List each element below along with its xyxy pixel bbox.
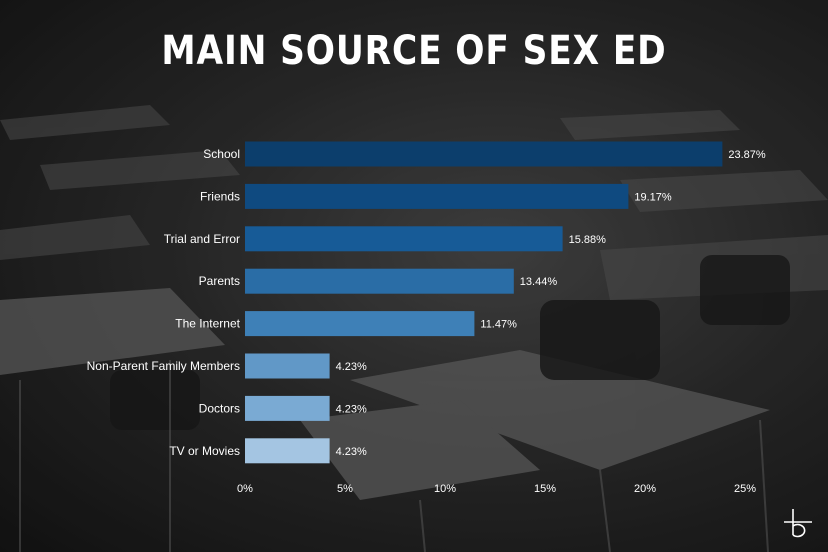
value-label: 13.44% [520,276,558,288]
x-tick-label: 0% [237,483,253,495]
value-label: 4.23% [336,446,367,458]
bar [245,183,629,209]
value-label: 4.23% [336,361,367,373]
category-label: Doctors [199,401,240,415]
x-tick-label: 20% [634,483,656,495]
category-label: Trial and Error [164,232,240,246]
x-tick-label: 25% [734,483,756,495]
category-label: School [203,147,240,161]
bar [245,311,475,337]
bar [245,353,330,379]
bar [245,141,723,167]
value-label: 19.17% [634,191,672,203]
chart-title: MAIN SOURCE OF SEX ED [161,28,667,74]
value-label: 15.88% [569,234,607,246]
x-tick-label: 5% [337,483,353,495]
category-label: Non-Parent Family Members [87,359,240,373]
category-label: Friends [200,189,240,203]
brand-b-logo-icon [784,509,812,538]
value-label: 11.47% [480,319,517,331]
category-label: TV or Movies [169,444,240,458]
bar [245,438,330,464]
category-label: Parents [199,274,240,288]
x-tick-label: 15% [534,483,556,495]
bar [245,268,514,294]
bar [245,226,563,252]
x-tick-label: 10% [434,483,456,495]
bar [245,395,330,421]
value-label: 23.87% [728,149,766,161]
category-label: The Internet [175,317,240,331]
value-label: 4.23% [336,403,367,415]
